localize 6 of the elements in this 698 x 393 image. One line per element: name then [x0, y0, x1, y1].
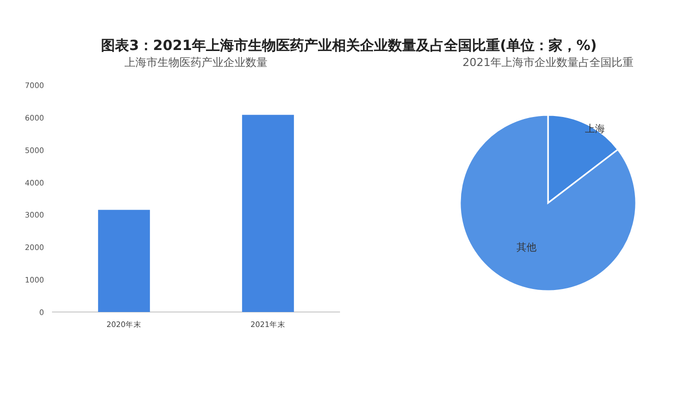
pie-slice — [459, 114, 637, 292]
slice-label: 上海 — [585, 123, 606, 136]
slice-label: 其他 — [516, 241, 537, 254]
chart-title: 图表3：2021年上海市生物医药产业相关企业数量及占全国比重(单位：家，%) — [101, 37, 597, 54]
chart-subtitle: 上海市生物医药产业企业数量 — [124, 56, 268, 69]
chart-subtitle: 2021年上海市企业数量占全国比重 — [462, 56, 634, 69]
